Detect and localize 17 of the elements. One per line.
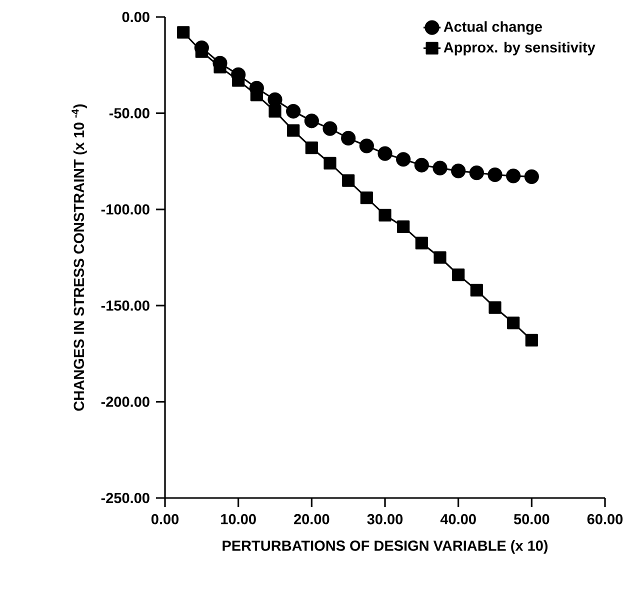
y-tick-label: -50.00 bbox=[109, 108, 150, 118]
legend-label: Approx. by sensitivity bbox=[444, 42, 596, 56]
x-tick-label: 10.00 bbox=[221, 514, 256, 524]
x-tick-label: 40.00 bbox=[440, 514, 476, 524]
y-tick-label: -250.00 bbox=[101, 492, 150, 504]
y-tick-label: -200.00 bbox=[101, 396, 150, 407]
x-axis-title: PERTURBATIONS OF DESIGN VARIABLE (x 10) bbox=[222, 540, 548, 554]
x-tick-label: 60.00 bbox=[587, 514, 623, 524]
x-tick-label: 0.00 bbox=[151, 514, 179, 524]
y-axis-title: CHANGES IN STRESS CONSTRAINT (x 10 $^{-4}$) bbox=[72, 104, 87, 411]
x-tick-label: 50.00 bbox=[514, 514, 550, 524]
x-tick-label: 20.00 bbox=[294, 514, 330, 524]
x-tick-label: 30.00 bbox=[367, 514, 403, 524]
y-tick-label: -100.00 bbox=[101, 204, 150, 215]
y-tick-label: 0.00 bbox=[122, 12, 150, 22]
y-tick-label: -150.00 bbox=[101, 300, 150, 311]
legend-label: Actual change bbox=[444, 21, 542, 35]
